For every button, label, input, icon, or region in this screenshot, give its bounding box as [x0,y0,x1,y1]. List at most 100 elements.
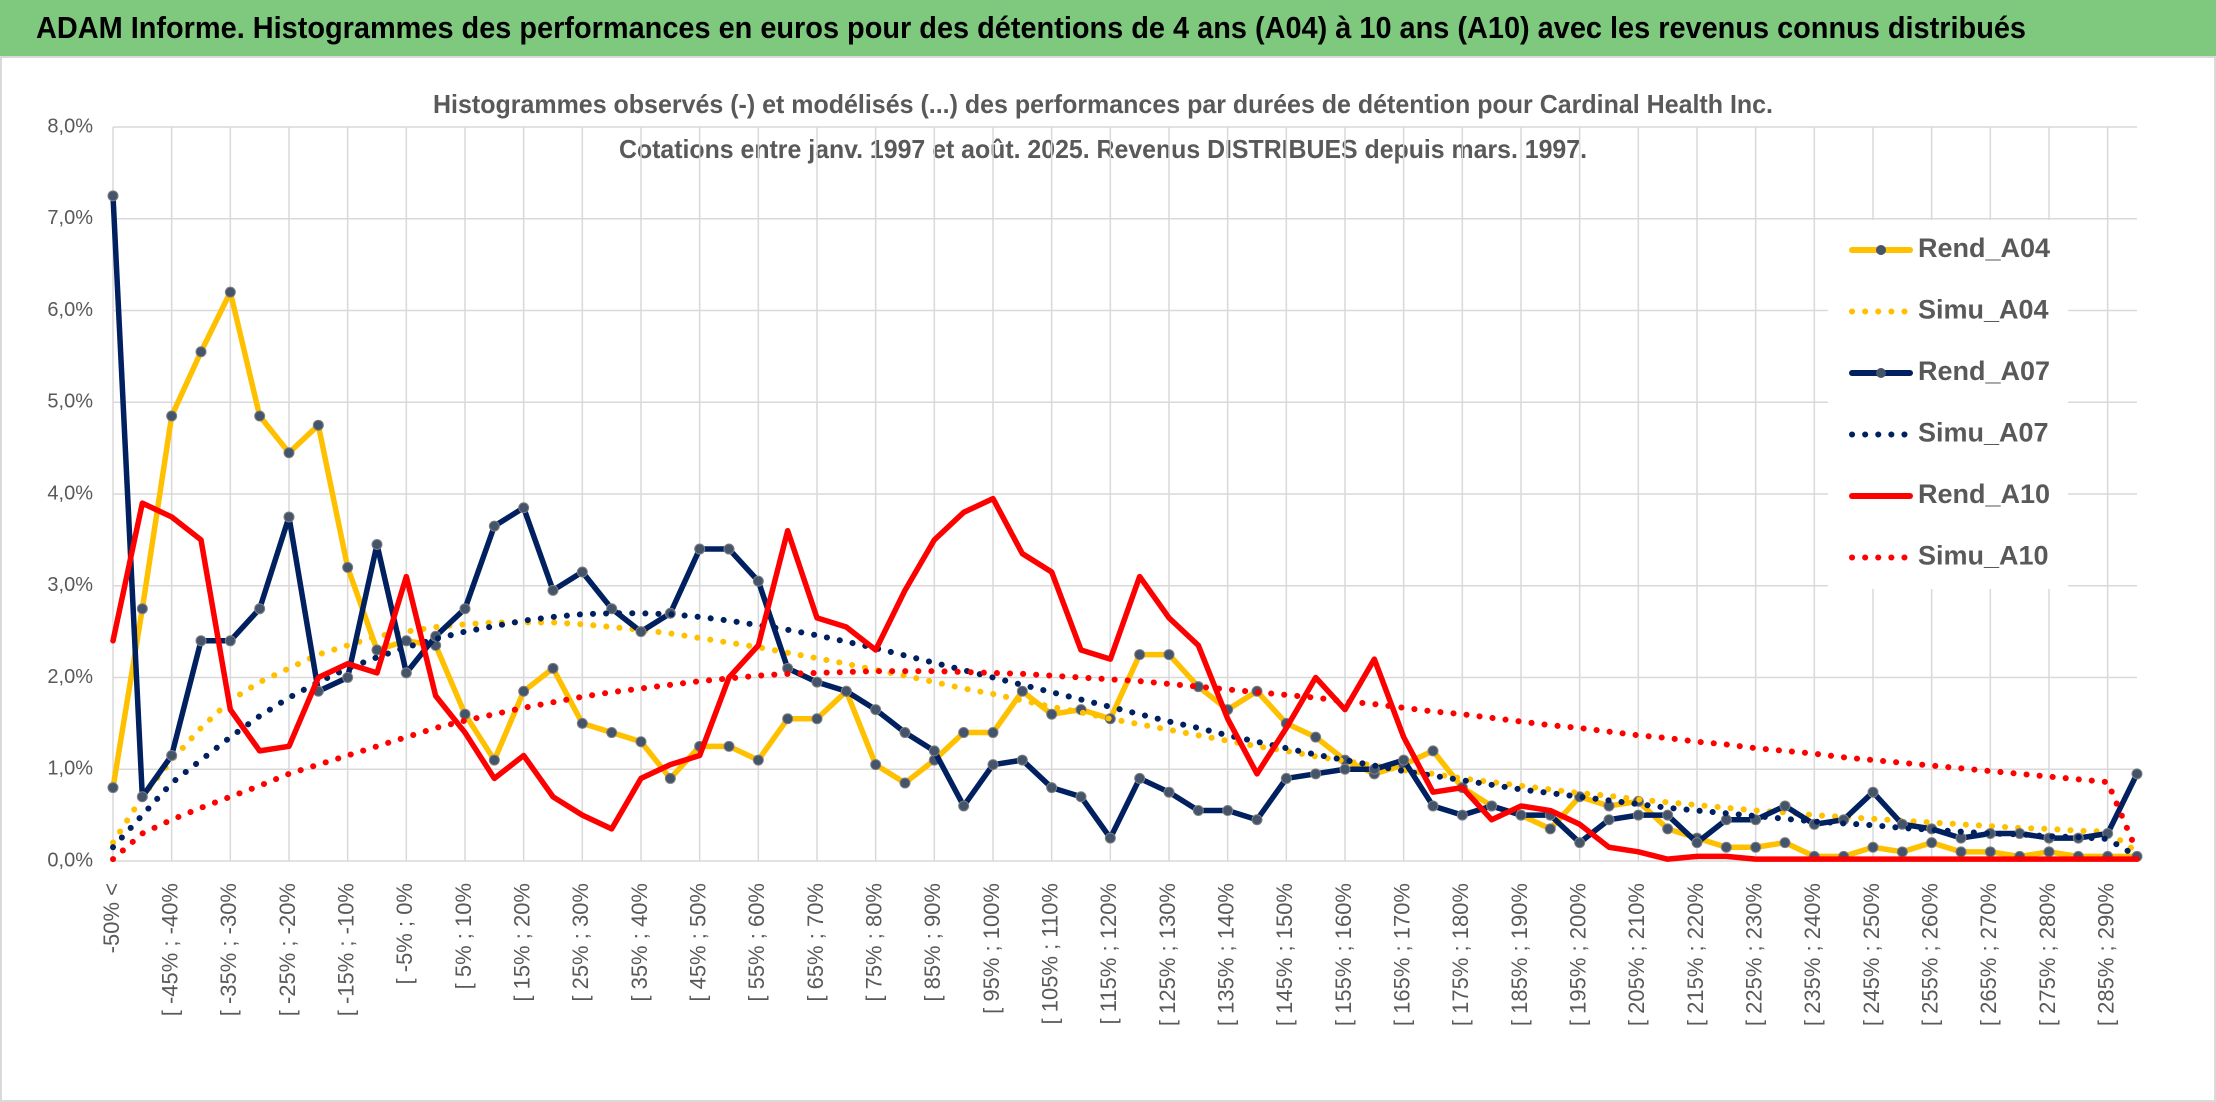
series-marker [1016,685,1028,697]
series-marker [400,635,412,647]
series-marker [1515,809,1527,821]
y-tick-label: 0,0% [47,849,93,871]
series-marker [224,635,236,647]
chart-subtitle: Cotations entre janv. 1997 et août. 2025… [619,134,1587,164]
legend-label: Simu_A04 [1918,295,2049,325]
series-line [110,289,2140,860]
x-tick-label: [ 255% ; 260% [1917,883,1942,1026]
series-marker [576,717,588,729]
series-marker [136,791,148,803]
series-marker [400,667,412,679]
series-marker [1632,809,1644,821]
series-marker [870,704,882,716]
series-marker [1192,805,1204,817]
series-marker [283,447,295,459]
series-marker [1779,837,1791,849]
legend-marker [1876,245,1886,255]
series-marker [899,727,911,739]
legend-marker [1876,368,1886,378]
x-tick-label: [ 205% ; 210% [1624,883,1649,1026]
x-tick-label: [ -35% ; -30% [216,883,241,1016]
series-marker [342,561,354,573]
series-line [110,193,2140,846]
x-tick-label: [ 75% ; 80% [861,883,886,1002]
series-marker [840,685,852,697]
series-marker [1662,809,1674,821]
x-tick-label: [ 235% ; 240% [1800,883,1825,1026]
series-marker [1398,754,1410,766]
series-marker [1720,841,1732,853]
y-tick-label: 5,0% [47,391,93,413]
series-marker [547,662,559,674]
series-marker [1310,731,1322,743]
series-marker [1310,768,1322,780]
series-marker [782,713,794,725]
series-marker [1427,800,1439,812]
series-marker [371,538,383,550]
x-tick-label: [ 225% ; 230% [1741,883,1766,1026]
y-tick-label: 3,0% [47,574,93,596]
legend: Rend_A04 Simu_A04 Rend_A07 Simu_A07 Rend_A10… [1828,220,2068,589]
series-marker [1104,832,1116,844]
series-marker [1134,649,1146,661]
x-tick-label: [ 5% ; 10% [451,883,476,989]
x-tick-label: -50% < [99,883,124,953]
y-tick-label: 4,0% [47,482,93,504]
x-tick-label: [ 95% ; 100% [979,883,1004,1014]
series-marker [459,708,471,720]
x-tick-label: [ 165% ; 170% [1389,883,1414,1026]
series-marker [1896,818,1908,830]
series-marker [312,419,324,431]
series-marker [195,346,207,358]
header-bar [0,0,2216,57]
series-marker [1544,823,1556,835]
series-marker [635,736,647,748]
series-marker [459,603,471,615]
series-marker [1046,782,1058,794]
series-marker [811,676,823,688]
series-marker [107,190,119,202]
series-line [110,668,2140,863]
legend-label: Rend_A04 [1918,233,2050,263]
y-tick-label: 8,0% [47,115,93,137]
series-marker [723,740,735,752]
series-marker [723,543,735,555]
series-marker [488,754,500,766]
series-marker [107,782,119,794]
series-marker [811,713,823,725]
chart-title: Histogrammes observés (-) et modélisés (… [433,89,1773,119]
series-marker [606,603,618,615]
x-tick-label: [ -15% ; -10% [333,883,358,1016]
x-tick-label: [ 55% ; 60% [744,883,769,1002]
series-marker [1867,841,1879,853]
x-tick-label: [ 285% ; 290% [2093,883,2118,1026]
series-marker [2014,827,2026,839]
series-marker [1955,846,1967,858]
x-tick-label: [ 125% ; 130% [1155,883,1180,1026]
series-marker [870,759,882,771]
series-marker [1016,754,1028,766]
series-marker [1574,837,1586,849]
series-marker [2131,768,2143,780]
x-tick-label: [ 135% ; 140% [1213,883,1238,1026]
series-marker [752,575,764,587]
x-tick-label: [ -5% ; 0% [392,883,417,984]
x-tick-label: [ 45% ; 50% [685,883,710,1002]
series-marker [1720,814,1732,826]
x-tick-label: [ 275% ; 280% [2035,883,2060,1026]
series-marker [899,777,911,789]
series-marker [1750,841,1762,853]
series-marker [576,566,588,578]
plot [107,190,2143,863]
series-marker [1075,791,1087,803]
x-tick-label: [ 105% ; 110% [1037,883,1062,1024]
series-marker [1691,837,1703,849]
x-tick-label: [ 215% ; 220% [1683,883,1708,1026]
x-tick-label: [ 25% ; 30% [568,883,593,1002]
series-marker [1456,809,1468,821]
series-marker [606,727,618,739]
series-marker [1896,846,1908,858]
series-marker [1280,772,1292,784]
